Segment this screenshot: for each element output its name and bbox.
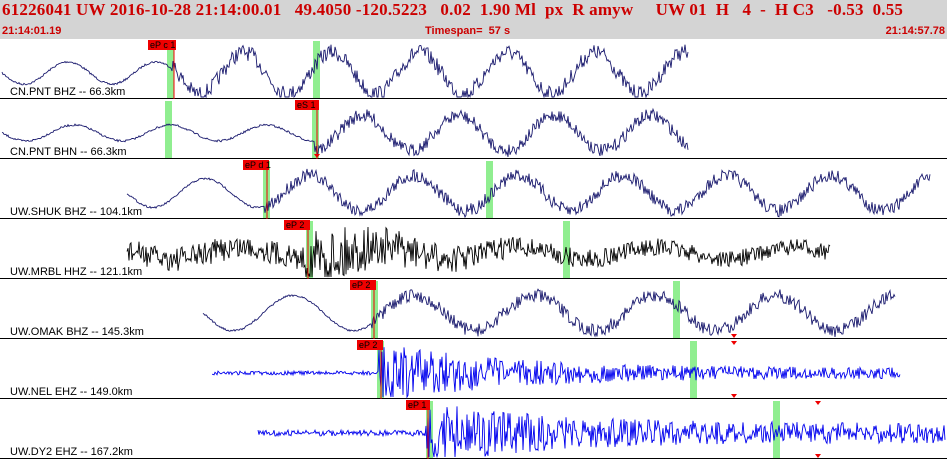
pick-label: eP 1 — [408, 400, 426, 410]
seismogram-panel[interactable]: eP c 1 CN.PNT BHZ -- 66.3km eS 1 CN.PNT BHN… — [0, 39, 947, 460]
waveform-trace — [1, 44, 689, 99]
pick-flag[interactable] — [357, 340, 383, 350]
station-label: UW.NEL EHZ -- 149.0km — [10, 386, 132, 398]
header-bar: 61226041 UW 2016-10-28 21:14:00.01 49.40… — [0, 0, 947, 39]
pick-label: eP c 1 — [150, 40, 175, 50]
window-marker — [486, 161, 493, 218]
waveform-trace — [212, 347, 901, 399]
waveform-trace — [126, 226, 831, 278]
waveform-trace — [1, 107, 689, 158]
pick-flag[interactable] — [350, 280, 376, 290]
window-marker — [673, 281, 680, 338]
amp-marker-icon — [815, 454, 821, 458]
pick-label: eP 2 — [359, 340, 377, 350]
pick-flag[interactable] — [284, 220, 310, 230]
start-time: 21:14:01.19 — [2, 25, 62, 37]
station-label: CN.PNT BHZ -- 66.3km — [10, 86, 125, 98]
window-marker — [312, 101, 319, 158]
station-label: UW.DY2 EHZ -- 167.2km — [10, 446, 133, 458]
window-marker — [313, 41, 320, 98]
pick-label: eP 2 — [352, 280, 370, 290]
pick-flag[interactable] — [406, 400, 430, 410]
station-label: UW.SHUK BHZ -- 104.1km — [10, 206, 142, 218]
event-title: 61226041 UW 2016-10-28 21:14:00.01 49.40… — [2, 0, 904, 19]
station-label: UW.MRBL HHZ -- 121.1km — [10, 266, 142, 278]
timespan-label: Timespan= 57 s — [425, 25, 511, 37]
pick-label: eP d 1 — [245, 160, 271, 170]
window-marker — [165, 101, 172, 158]
pick-label: eP 2 — [286, 220, 304, 230]
waveform-trace — [126, 168, 931, 219]
pick-flag[interactable] — [295, 100, 319, 110]
amp-marker-icon — [815, 401, 821, 405]
pick-label: eS 1 — [297, 100, 316, 110]
waveform-trace — [202, 288, 896, 338]
pick-flag[interactable] — [243, 160, 269, 170]
window-marker — [773, 401, 780, 458]
window-marker — [306, 221, 313, 278]
amp-marker-icon — [731, 341, 737, 345]
amp-marker-icon — [731, 334, 737, 338]
amp-marker-icon — [731, 394, 737, 398]
station-label: CN.PNT BHN -- 66.3km — [10, 146, 127, 158]
amp-marker-icon — [314, 154, 320, 158]
window-marker — [167, 41, 174, 98]
station-label: UW.OMAK BHZ -- 145.3km — [10, 326, 144, 338]
pick-flag[interactable] — [148, 40, 176, 50]
end-time: 21:14:57.78 — [885, 25, 945, 37]
waveform-trace — [257, 406, 946, 459]
